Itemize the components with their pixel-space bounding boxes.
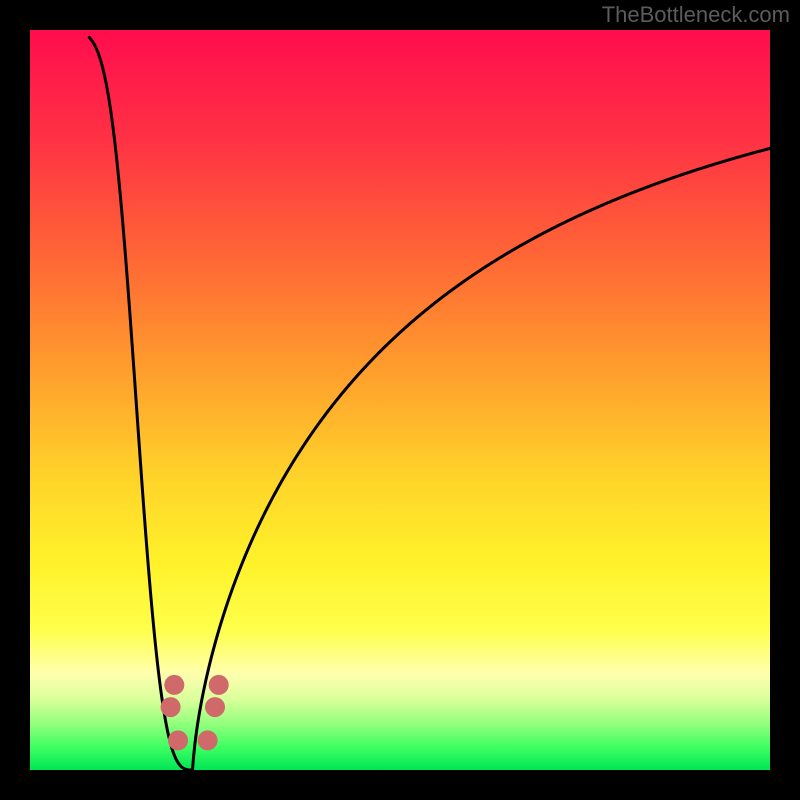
attribution-text: TheBottleneck.com	[602, 2, 790, 28]
chart-stage: TheBottleneck.com	[0, 0, 800, 800]
marker-dot	[168, 730, 188, 750]
marker-dot	[161, 697, 181, 717]
marker-dot	[209, 675, 229, 695]
marker-dot	[198, 730, 218, 750]
marker-dot	[164, 675, 184, 695]
marker-dot	[205, 697, 225, 717]
bottleneck-chart	[0, 0, 800, 800]
